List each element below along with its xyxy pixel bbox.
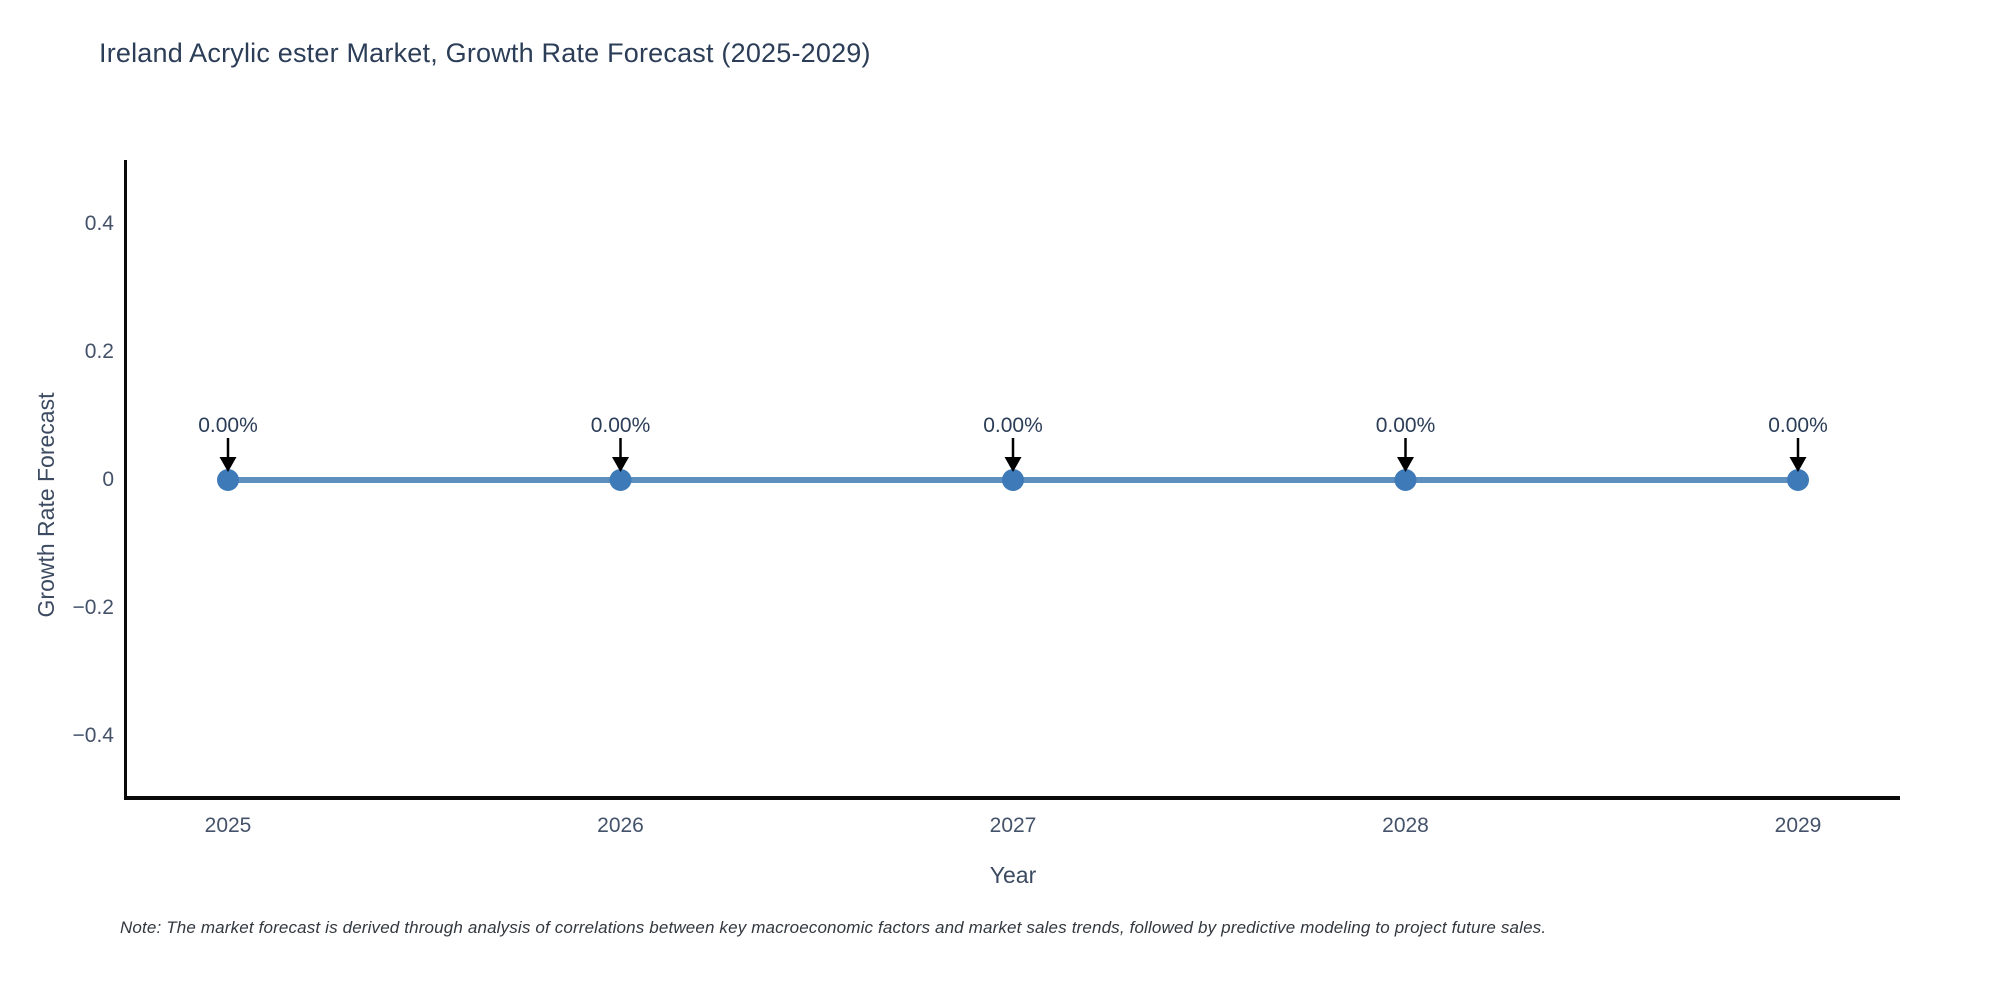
point-label: 0.00% [1768,414,1828,437]
point-label: 0.00% [198,414,258,437]
data-point-marker [609,469,632,491]
y-tick-label: 0 [102,468,114,491]
annotation-arrowhead [219,457,237,472]
chart-title: Ireland Acrylic ester Market, Growth Rat… [99,38,871,68]
point-label: 0.00% [1376,414,1436,437]
y-tick-label: −0.4 [72,724,114,747]
data-point-marker [217,469,239,491]
x-tick-label: 2029 [1774,814,1822,837]
y-tick-label: −0.2 [72,596,114,619]
data-point-marker [1002,469,1024,491]
y-tick-label: 0.2 [84,340,114,363]
y-tick-label: 0.4 [84,212,114,235]
annotation-arrowhead [1004,457,1022,472]
annotation-arrowhead [612,457,629,472]
x-tick-label: 2026 [597,814,644,837]
point-label: 0.00% [983,414,1043,437]
data-point-marker [1787,469,1809,491]
point-label: 0.00% [591,414,651,437]
x-axis-title: Year [989,862,1037,888]
x-tick-label: 2027 [989,814,1037,837]
plot-area [124,160,1900,800]
x-tick-label: 2025 [204,814,252,837]
footnote: Note: The market forecast is derived thr… [120,918,1547,937]
data-point-marker [1394,469,1417,491]
annotation-arrowhead [1397,457,1414,472]
annotation-arrowhead [1789,457,1807,472]
x-tick-label: 2028 [1382,814,1429,837]
